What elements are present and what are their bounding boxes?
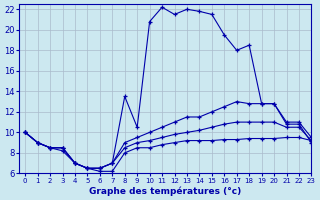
X-axis label: Graphe des températures (°c): Graphe des températures (°c) [89,186,241,196]
